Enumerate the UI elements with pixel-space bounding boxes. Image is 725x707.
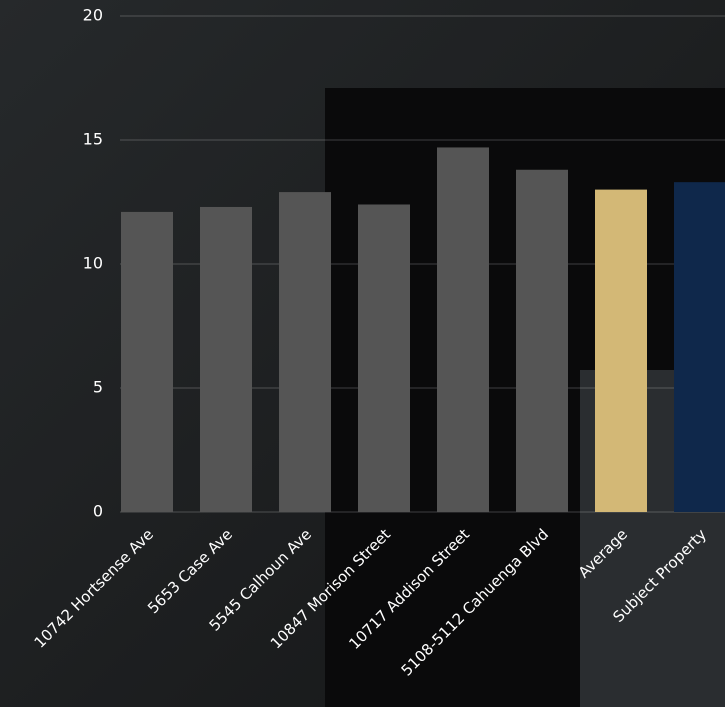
bar — [200, 206, 252, 512]
bar — [121, 211, 173, 513]
y-tick-label: 5 — [93, 378, 103, 397]
bar — [279, 192, 331, 512]
y-tick-label: 20 — [83, 6, 103, 25]
bar — [358, 204, 410, 513]
bar — [595, 189, 647, 512]
y-tick-label: 10 — [83, 254, 103, 273]
bar — [516, 169, 568, 512]
y-tick-label: 15 — [83, 130, 103, 149]
bar — [437, 147, 489, 512]
y-tick-label: 0 — [93, 502, 103, 521]
bar — [674, 182, 725, 512]
